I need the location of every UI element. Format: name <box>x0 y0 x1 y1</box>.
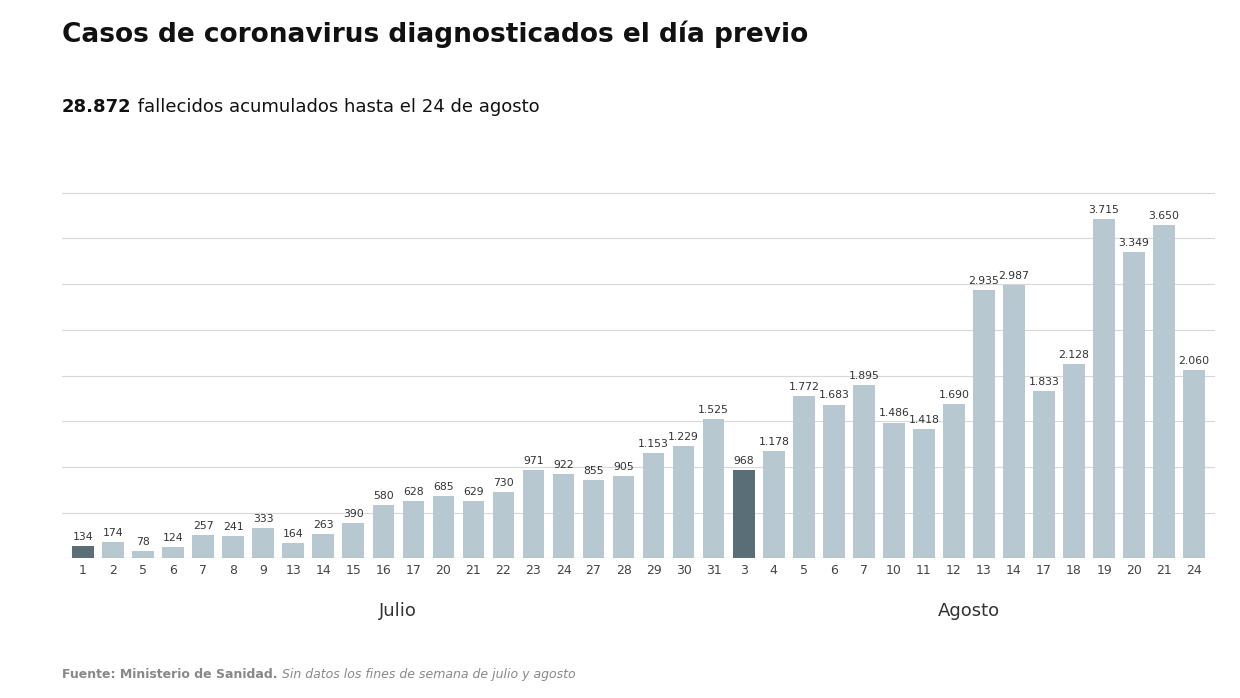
Text: Casos de coronavirus diagnosticados el día previo: Casos de coronavirus diagnosticados el d… <box>62 21 808 48</box>
Text: 1.683: 1.683 <box>818 390 849 401</box>
Text: 2.060: 2.060 <box>1178 356 1210 366</box>
Bar <box>283 544 304 558</box>
Bar <box>372 505 394 558</box>
Text: 1.418: 1.418 <box>909 415 940 424</box>
Text: 730: 730 <box>494 477 513 488</box>
Bar <box>433 496 454 558</box>
Text: 241: 241 <box>223 522 243 533</box>
Bar <box>1063 364 1085 558</box>
Bar <box>913 429 935 558</box>
Text: 968: 968 <box>733 456 754 466</box>
Text: 3.650: 3.650 <box>1148 211 1179 221</box>
Text: 3.715: 3.715 <box>1089 205 1120 215</box>
Bar <box>1033 391 1055 558</box>
Bar <box>162 547 184 558</box>
Bar <box>733 470 754 558</box>
Text: 1.525: 1.525 <box>698 405 729 415</box>
Text: 905: 905 <box>614 461 634 472</box>
Text: 922: 922 <box>553 460 574 470</box>
Text: Agosto: Agosto <box>937 602 999 621</box>
Bar <box>1153 225 1176 558</box>
Text: 580: 580 <box>373 491 394 501</box>
Text: Fuente: Ministerio de Sanidad.: Fuente: Ministerio de Sanidad. <box>62 667 278 681</box>
Bar <box>102 542 124 558</box>
Bar <box>853 385 874 558</box>
Bar <box>463 501 485 558</box>
Text: 629: 629 <box>463 487 484 497</box>
Text: 78: 78 <box>136 537 150 547</box>
Text: 1.229: 1.229 <box>668 432 699 442</box>
Text: 1.153: 1.153 <box>639 439 670 449</box>
Text: Julio: Julio <box>379 602 418 621</box>
Text: 134: 134 <box>73 532 93 542</box>
Bar <box>72 546 94 558</box>
Bar <box>492 491 515 558</box>
Text: 257: 257 <box>193 521 213 530</box>
Text: 1.772: 1.772 <box>789 383 820 392</box>
Bar <box>1003 285 1024 558</box>
Text: 685: 685 <box>433 482 454 491</box>
Bar <box>133 551 154 558</box>
Text: 855: 855 <box>583 466 604 476</box>
Text: 1.895: 1.895 <box>848 371 879 381</box>
Text: 1.690: 1.690 <box>939 389 970 400</box>
Text: fallecidos acumulados hasta el 24 de agosto: fallecidos acumulados hasta el 24 de ago… <box>131 98 539 116</box>
Bar <box>312 535 334 558</box>
Bar <box>763 451 785 558</box>
Text: 390: 390 <box>343 509 363 519</box>
Bar <box>1183 370 1205 558</box>
Text: Sin datos los fines de semana de julio y agosto: Sin datos los fines de semana de julio y… <box>278 667 575 681</box>
Bar <box>642 453 665 558</box>
Bar <box>944 404 965 558</box>
Bar <box>192 535 215 558</box>
Text: 3.349: 3.349 <box>1118 238 1149 248</box>
Bar <box>403 501 424 558</box>
Text: 971: 971 <box>523 456 544 466</box>
Text: 2.987: 2.987 <box>998 272 1029 281</box>
Bar <box>222 536 244 558</box>
Bar <box>673 446 694 558</box>
Bar <box>342 523 365 558</box>
Bar <box>703 419 724 558</box>
Text: 1.833: 1.833 <box>1029 377 1059 387</box>
Bar <box>883 422 905 558</box>
Text: 2.128: 2.128 <box>1059 350 1090 359</box>
Bar <box>792 396 815 558</box>
Bar <box>823 405 844 558</box>
Text: 164: 164 <box>283 529 304 540</box>
Text: 174: 174 <box>103 528 123 538</box>
Text: 1.178: 1.178 <box>759 437 789 447</box>
Text: 124: 124 <box>162 533 184 543</box>
Text: 628: 628 <box>403 487 424 497</box>
Text: 333: 333 <box>253 514 274 524</box>
Bar <box>523 470 544 558</box>
Bar <box>613 475 635 558</box>
Text: 2.935: 2.935 <box>968 276 999 286</box>
Text: 28.872: 28.872 <box>62 98 131 116</box>
Text: 263: 263 <box>312 520 334 530</box>
Bar <box>583 480 604 558</box>
Bar <box>1094 219 1115 558</box>
Bar <box>973 290 994 558</box>
Bar <box>253 528 274 558</box>
Bar <box>1123 252 1145 558</box>
Bar <box>553 474 574 558</box>
Text: 1.486: 1.486 <box>878 408 909 419</box>
